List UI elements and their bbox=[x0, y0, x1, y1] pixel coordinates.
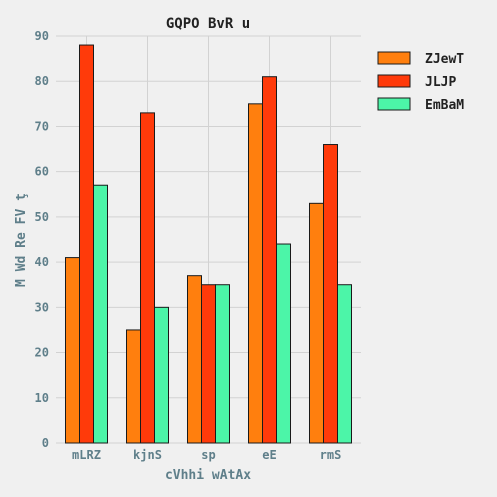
y-tick-label: 70 bbox=[35, 119, 49, 133]
bar-JLJP-kjnS bbox=[140, 112, 155, 444]
bar-JLJP-eE bbox=[262, 76, 277, 444]
x-tick-labels: mLRZ kjnS sp eE rmS bbox=[72, 448, 341, 462]
bar-ZJewT-sp bbox=[187, 275, 202, 444]
bar-JLJP-mLRZ bbox=[79, 44, 94, 444]
x-tick-label: kjnS bbox=[133, 448, 162, 462]
x-tick-label: mLRZ bbox=[72, 448, 101, 462]
y-tick-label: 20 bbox=[35, 346, 49, 360]
y-tick-label: 80 bbox=[35, 74, 49, 88]
bar-EmBaM-eE bbox=[276, 243, 291, 444]
legend-swatch-JLJP bbox=[377, 74, 411, 88]
y-tick-labels: 0 10 20 30 40 50 60 70 80 90 bbox=[35, 29, 49, 450]
bar-ZJewT-mLRZ bbox=[65, 257, 80, 444]
bar-EmBaM-kjnS bbox=[154, 306, 169, 444]
legend-swatch-ZJewT bbox=[377, 51, 411, 65]
legend-swatch-EmBaM bbox=[377, 97, 411, 111]
bar-EmBaM-sp bbox=[215, 284, 230, 444]
y-tick-label: 90 bbox=[35, 29, 49, 43]
bar-EmBaM-mLRZ bbox=[93, 184, 108, 444]
bar-ZJewT-kjnS bbox=[126, 329, 141, 444]
bar-EmBaM-rmS bbox=[337, 284, 352, 444]
legend: ZJewT JLJP EmBaM bbox=[377, 51, 464, 113]
chart-title: GQPO BvR u bbox=[166, 16, 250, 32]
x-tick-label: eE bbox=[262, 448, 276, 462]
y-tick-label: 40 bbox=[35, 255, 49, 269]
y-tick-label: 60 bbox=[35, 165, 49, 179]
y-tick-label: 0 bbox=[42, 436, 49, 450]
x-tick-label: sp bbox=[201, 448, 215, 462]
bar-JLJP-rmS bbox=[323, 144, 338, 444]
bars bbox=[65, 44, 352, 444]
x-tick-label: rmS bbox=[320, 448, 342, 462]
bar-ZJewT-eE bbox=[248, 103, 263, 444]
y-tick-label: 50 bbox=[35, 210, 49, 224]
y-tick-label: 10 bbox=[35, 391, 49, 405]
x-axis-label: cVhhi wAtAx bbox=[165, 468, 251, 483]
legend-label: EmBaM bbox=[425, 98, 464, 113]
legend-label: JLJP bbox=[425, 75, 456, 90]
bar-JLJP-sp bbox=[201, 284, 216, 444]
y-tick-label: 30 bbox=[35, 300, 49, 314]
legend-label: ZJewT bbox=[425, 52, 464, 67]
bar-ZJewT-rmS bbox=[309, 202, 324, 444]
y-axis-label: M Wd Re FV ţ bbox=[14, 193, 29, 287]
